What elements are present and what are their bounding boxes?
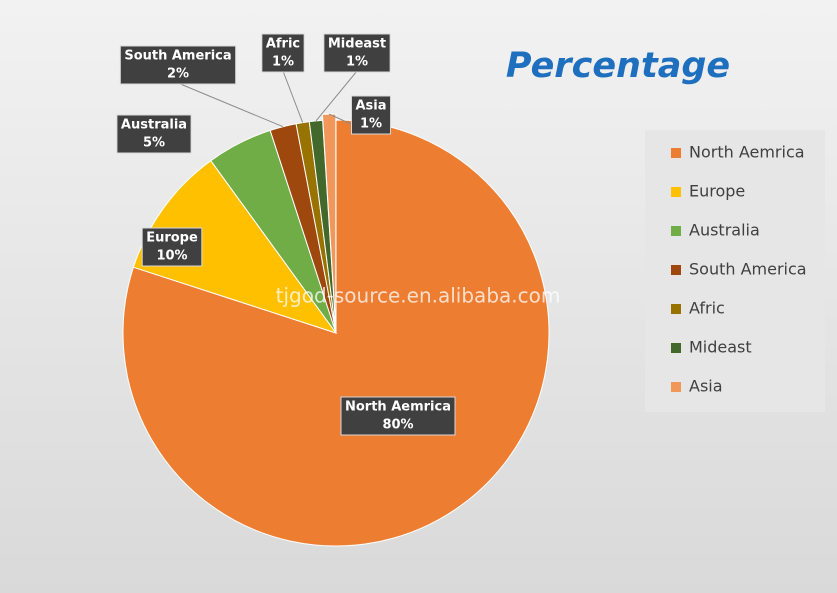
data-label-box [323,33,391,73]
legend-label: South America [689,260,807,279]
chart-title: Percentage [506,46,730,86]
legend-label: North Aemrica [689,143,805,162]
data-label-name: North Aemrica [345,400,451,415]
data-label-value: 5% [143,136,165,151]
legend-swatch [671,343,681,353]
data-label-value: 10% [156,249,187,264]
data-label-box [350,95,392,135]
legend-label: Mideast [689,338,752,357]
data-label-value: 2% [167,67,189,82]
data-label-box [340,396,456,436]
data-label-box [261,33,305,73]
data-label-name: Mideast [328,37,386,52]
legend-label: Afric [689,299,725,318]
data-label-box [116,114,192,154]
data-label-name: Europe [146,231,198,246]
leader-line [282,70,304,123]
leader-line [315,70,358,122]
data-label-value: 1% [346,55,368,70]
data-label-box [119,45,237,85]
data-label-name: Australia [121,118,187,133]
pie-slice [132,159,338,334]
data-label-box [141,227,203,267]
pie [122,113,550,547]
legend-label: Asia [689,377,723,396]
data-label-value: 80% [382,418,413,433]
legend-swatch [671,304,681,314]
data-label-name: Afric [266,37,300,52]
legend-swatch [671,382,681,392]
legend-label: Australia [689,221,760,240]
data-label-name: South America [124,49,231,64]
legend-swatch [671,148,681,158]
legend-swatch [671,265,681,275]
data-labels: North Aemrica 80% Europe 10% Australia 5% Sout… [116,33,456,436]
data-label-value: 1% [272,55,294,70]
leader-line [177,82,284,128]
legend-label: Europe [689,182,745,201]
legend-swatch [671,187,681,197]
data-label-name: Asia [355,99,386,114]
legend-swatch [671,226,681,236]
watermark: tjgod-source.en.alibaba.com [276,284,561,308]
data-label-value: 1% [360,117,382,132]
